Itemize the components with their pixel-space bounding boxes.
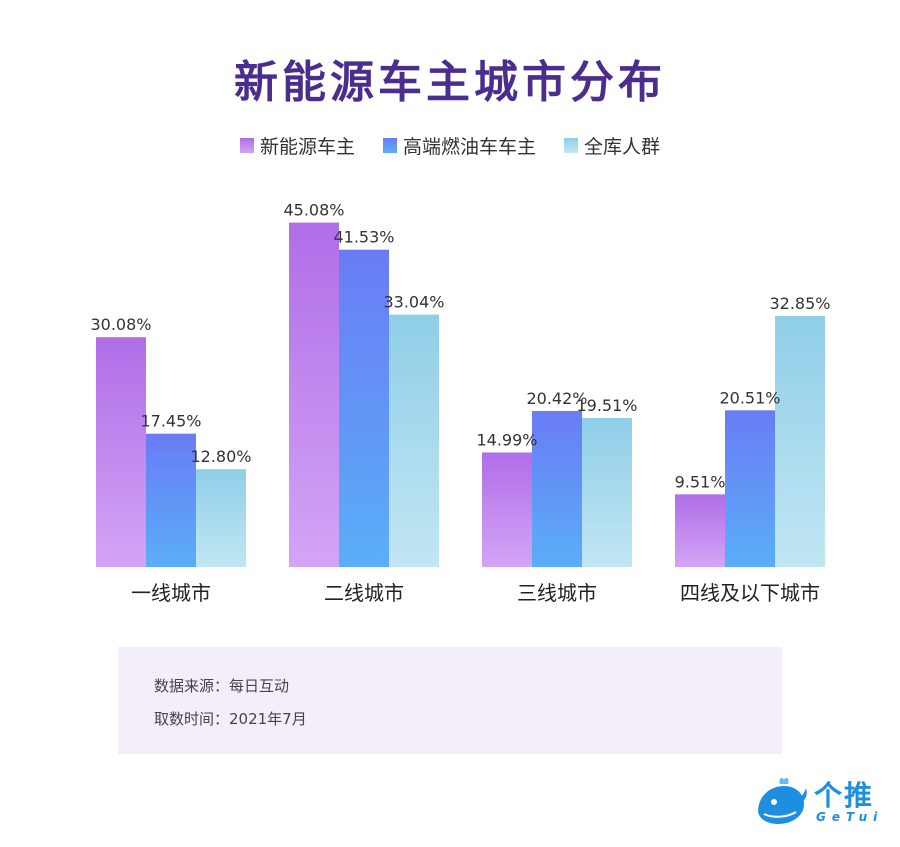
- getui-logo: 个推 GeTui: [752, 774, 882, 830]
- bars-group: [96, 222, 825, 567]
- value-label-premium-fuel-1: 17.45%: [140, 412, 201, 431]
- bar-all-users-4: [775, 316, 825, 567]
- bar-all-users-1: [196, 469, 246, 567]
- bar-all-users-3: [582, 417, 632, 567]
- bar-new-energy-4: [675, 494, 725, 567]
- category-label-1: 一线城市: [131, 581, 211, 605]
- value-label-all-users-3: 19.51%: [576, 396, 637, 415]
- category-label-4: 四线及以下城市: [680, 581, 820, 605]
- data-date-text: 取数时间：2021年7月: [154, 710, 307, 728]
- whale-logo-icon: [758, 777, 807, 824]
- bar-premium-fuel-3: [532, 410, 582, 567]
- logo-subtext: GeTui: [816, 810, 884, 824]
- legend-swatch-premium-fuel: [382, 138, 397, 153]
- bar-new-energy-2: [289, 222, 339, 567]
- data-source-text: 数据来源：每日互动: [154, 677, 290, 695]
- value-label-premium-fuel-2: 41.53%: [333, 228, 394, 247]
- category-labels-group: 一线城市 二线城市 三线城市 四线及以下城市: [131, 581, 820, 605]
- bar-chart: 30.08% 17.45% 12.80% 45.08% 41.53% 33.04% 14.9…: [90, 201, 830, 605]
- bar-all-users-2: [389, 314, 439, 567]
- bar-premium-fuel-1: [146, 433, 196, 567]
- legend-swatch-new-energy: [239, 138, 254, 153]
- legend-label-new-energy: 新能源车主: [259, 136, 355, 158]
- value-label-all-users-1: 12.80%: [190, 447, 251, 466]
- bar-premium-fuel-2: [339, 249, 389, 567]
- chart-title: 新能源车主城市分布: [234, 57, 666, 108]
- category-label-3: 三线城市: [517, 581, 597, 605]
- value-labels-group: 30.08% 17.45% 12.80% 45.08% 41.53% 33.04% 14.9…: [90, 201, 830, 492]
- legend-label-all-users: 全库人群: [584, 136, 661, 158]
- value-label-new-energy-3: 14.99%: [476, 430, 537, 449]
- value-label-new-energy-4: 9.51%: [675, 472, 726, 491]
- value-label-premium-fuel-4: 20.51%: [719, 388, 780, 407]
- logo-text: 个推: [814, 779, 875, 812]
- value-label-all-users-4: 32.85%: [769, 294, 830, 313]
- bar-new-energy-1: [96, 337, 146, 567]
- legend-item-new-energy: 新能源车主: [239, 132, 355, 159]
- legend-swatch-all-users: [564, 138, 578, 153]
- legend: 新能源车主 高端燃油车车主 全库人群: [0, 132, 900, 159]
- legend-label-premium-fuel: 高端燃油车车主: [402, 136, 536, 158]
- value-label-new-energy-2: 45.08%: [283, 201, 344, 220]
- legend-item-all-users: 全库人群: [564, 132, 660, 159]
- value-label-new-energy-1: 30.08%: [90, 315, 151, 334]
- category-label-2: 二线城市: [324, 581, 404, 605]
- source-box: 数据来源：每日互动 取数时间：2021年7月: [118, 647, 782, 754]
- value-label-premium-fuel-3: 20.42%: [526, 389, 587, 408]
- legend-item-premium-fuel: 高端燃油车车主: [382, 132, 536, 159]
- value-label-all-users-2: 33.04%: [383, 293, 444, 312]
- bar-new-energy-3: [482, 452, 532, 567]
- bar-premium-fuel-4: [725, 410, 775, 567]
